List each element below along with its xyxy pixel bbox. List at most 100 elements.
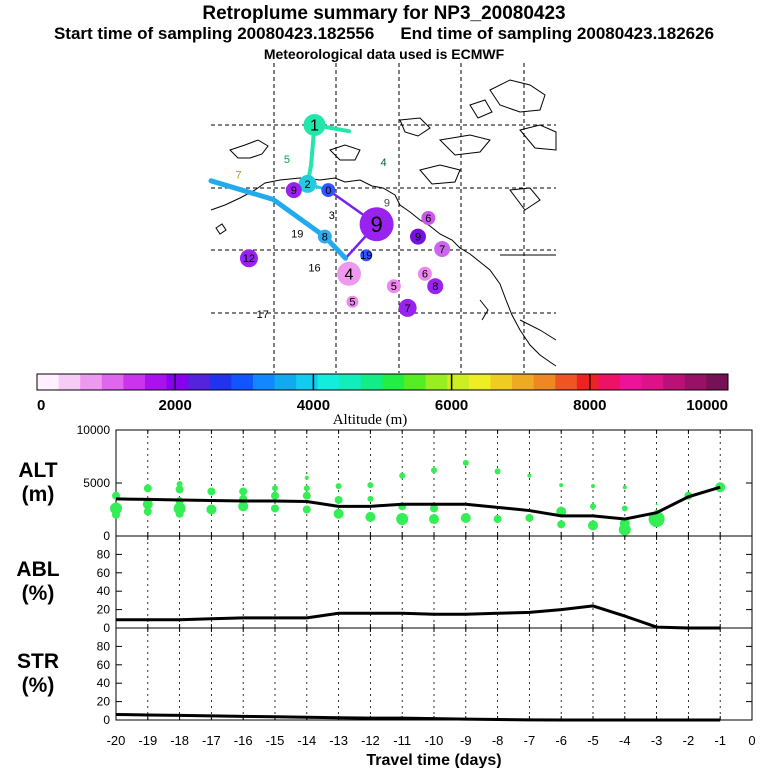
plume-cluster-label: 9	[370, 212, 382, 237]
plume-cluster-label: 6	[425, 213, 431, 225]
end-time-label: End time of sampling 20080423.182626	[400, 24, 715, 43]
plume-point	[239, 487, 248, 496]
met-data-label: Meteorological data used is ECMWF	[263, 46, 505, 62]
x-tick-label: -12	[361, 733, 380, 748]
plume-cluster-marker	[417, 266, 432, 281]
plume-cluster-label: 5	[349, 297, 355, 309]
plume-point	[142, 499, 153, 510]
x-tick-label: -4	[619, 733, 631, 748]
colorbar-swatch	[425, 374, 448, 390]
colorbar-swatch	[231, 374, 254, 390]
x-tick-label: -7	[524, 733, 536, 748]
plume-cluster-label: 4	[345, 266, 354, 283]
colorbar-swatch	[684, 374, 707, 390]
plume-cluster-marker	[317, 229, 332, 244]
plume-point	[302, 505, 311, 514]
x-tick-label: 0	[748, 733, 755, 748]
colorbar-swatch	[296, 374, 319, 390]
plume-cluster-label: 2	[305, 179, 311, 191]
plume-point	[588, 520, 598, 531]
colorbar-tick-label: 0	[37, 397, 45, 414]
plume-cluster-marker	[285, 182, 302, 199]
plume-cluster-label: 6	[422, 269, 428, 281]
y-axis-label: (%)	[22, 674, 55, 697]
x-axis-label: Travel time (days)	[366, 752, 501, 768]
plume-point	[302, 491, 311, 500]
map-graticule	[211, 63, 556, 373]
plume-cluster-label: 19	[360, 250, 372, 262]
colorbar-swatch	[80, 374, 103, 390]
plume-point	[112, 510, 120, 519]
time-series-panels: 0500010000ALT(m)020406080ABL(%)020406080…	[16, 423, 755, 768]
y-tick-label: 80	[97, 547, 111, 561]
y-tick-label: 10000	[77, 423, 111, 437]
colorbar-swatch	[166, 374, 189, 390]
plume-cluster-label: 7	[236, 169, 242, 181]
trajectory-line	[208, 178, 349, 261]
panel-abl: 0 20 40 60 80 ABL(%)	[16, 535, 753, 635]
plume-cluster-label: 8	[322, 231, 328, 243]
y-tick-label: 5000	[83, 476, 110, 490]
plume-cluster-label: 16	[308, 262, 320, 274]
plume-point	[493, 515, 502, 524]
x-tick-label: -17	[202, 733, 221, 748]
plume-cluster-marker	[386, 279, 401, 294]
plume-point	[590, 503, 596, 510]
plume-cluster-label: 3	[329, 210, 335, 222]
plume-point	[396, 513, 409, 526]
plume-point	[429, 514, 439, 525]
plume-point	[557, 520, 566, 529]
plume-cluster-marker	[410, 228, 426, 245]
plume-cluster-marker	[360, 249, 373, 262]
plume-point	[622, 485, 627, 490]
series-line	[116, 604, 721, 630]
plume-point	[175, 485, 184, 494]
plume-cluster-marker	[239, 249, 258, 268]
plume-point	[367, 482, 374, 489]
colorbar-swatch	[317, 374, 340, 390]
plume-cluster-label: 7	[405, 303, 411, 315]
plume-point	[238, 501, 249, 512]
colorbar-swatch	[188, 374, 211, 390]
plume-point	[303, 485, 310, 492]
plume-cluster-marker	[298, 174, 317, 193]
y-tick-label: 60	[97, 566, 111, 580]
colorbar-border	[36, 373, 729, 391]
plume-point	[143, 484, 152, 493]
x-tick-label: -11	[393, 733, 411, 748]
y-axis-label: ABL	[16, 558, 59, 581]
series-line	[115, 712, 721, 722]
start-time-label: Start time of sampling 20080423.182556	[53, 24, 375, 43]
colorbar-tick-label: 6000	[435, 397, 468, 414]
y-tick-label: 40	[97, 584, 111, 598]
colorbar-tick-label: 4000	[297, 397, 330, 414]
plume-point	[333, 508, 344, 519]
x-tick-label: -6	[555, 733, 567, 748]
colorbar-swatch	[252, 374, 276, 390]
x-tick-label: -3	[651, 733, 663, 748]
plume-point	[176, 481, 183, 488]
chart-title: Retroplume summary for NP3_20080423	[202, 3, 566, 24]
plume-cluster-label: 1	[310, 118, 319, 135]
y-axis-label: (m)	[22, 483, 55, 506]
plume-point	[431, 467, 437, 474]
colorbar-swatch	[598, 374, 621, 390]
x-tick-label: -2	[683, 733, 695, 748]
plume-point	[460, 512, 471, 523]
colorbar-swatch	[576, 374, 599, 390]
altitude-colorbar: 0 2000 4000 6000 8000 10000	[36, 373, 729, 414]
plume-point	[527, 473, 532, 478]
colorbar-swatch	[533, 374, 556, 390]
plume-point	[110, 502, 122, 515]
y-tick-label: 60	[97, 658, 111, 672]
plume-cluster-label: 5	[284, 154, 290, 166]
colorbar-swatch	[58, 374, 81, 390]
plume-point	[335, 483, 342, 490]
y-axis-label: (%)	[22, 582, 55, 605]
plume-cluster-marker	[427, 278, 444, 295]
plume-point	[143, 507, 152, 516]
plume-cluster-label: 5	[391, 281, 397, 293]
plume-cluster-label: 7	[439, 244, 445, 256]
plume-point	[399, 472, 406, 479]
